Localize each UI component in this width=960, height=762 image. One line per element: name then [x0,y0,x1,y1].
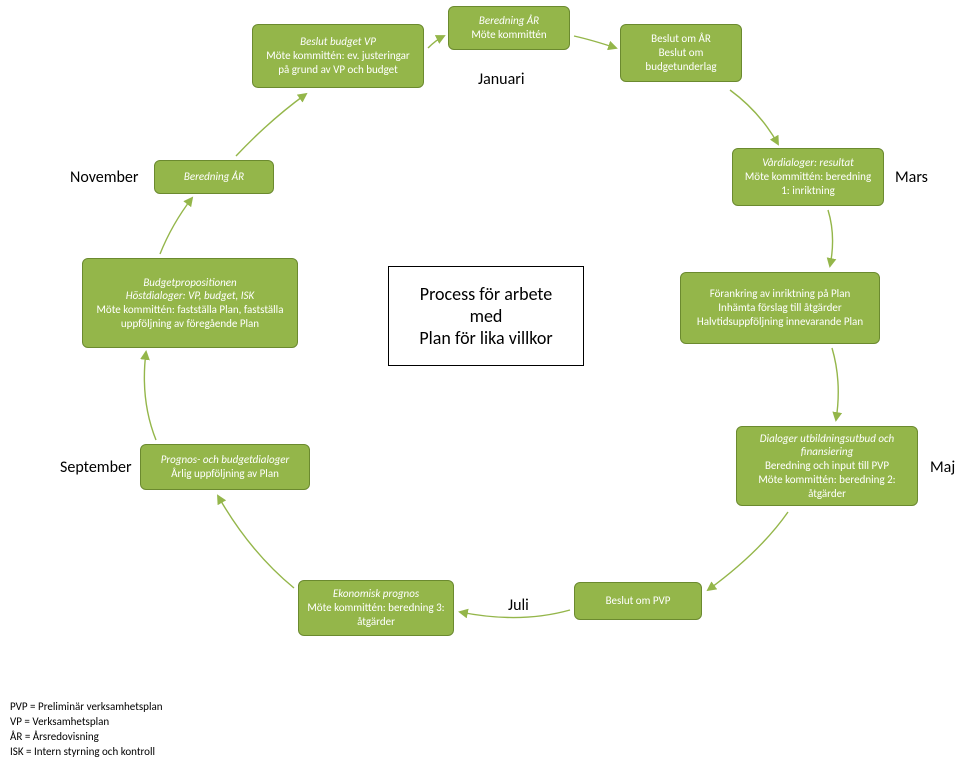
node-right-lower-l3: Möte kommittén: beredning 2: åtgärder [745,473,909,501]
node-left-lower: Prognos- och budgetdialoger Årlig uppföl… [140,444,310,490]
legend-l1: PVP = Preliminär verksamhetsplan [10,700,163,715]
node-right-mid-l3: Halvtidsuppföljning innevarande Plan [697,315,863,329]
node-right-lower-l1: Dialoger utbildningsutbud och finansieri… [745,432,909,460]
node-left-lower-l1: Prognos- och budgetdialoger [161,453,290,467]
node-bottom-mid: Ekonomisk prognos Möte kommittén: beredn… [298,580,454,636]
node-left-mid-l1: Budgetpropositionen [143,276,236,290]
node-right-upper-l2: Möte kommittén: beredning 1: inriktning [741,170,875,198]
node-left-mid: Budgetpropositionen Höstdialoger: VP, bu… [82,258,298,348]
cycle-arrows [0,0,960,762]
node-left-upper-l1: Beredning ÅR [184,170,244,184]
node-right-lower-l2: Beredning och input till PVP [765,459,889,473]
center-line2: med [470,305,503,327]
month-january: Januari [478,70,525,89]
node-right-upper: Vårdialoger: resultat Möte kommittén: be… [732,148,884,206]
node-top-right-l2: Beslut om budgetunderlag [629,46,733,74]
diagram-canvas: Process för arbete med Plan för lika vil… [0,0,960,762]
node-left-upper: Beredning ÅR [154,160,274,194]
node-top-left-l1: Beslut budget VP [300,35,376,49]
node-left-lower-l2: Årlig uppföljning av Plan [171,467,279,481]
node-left-mid-l3: Möte kommittén: fastställa Plan, faststä… [91,303,289,331]
node-right-lower: Dialoger utbildningsutbud och finansieri… [736,426,918,506]
month-mars: Mars [895,168,928,187]
month-juli: Juli [508,596,529,615]
node-top-mid: Beredning ÅR Möte kommittén [448,6,570,50]
node-right-mid-l2: Inhämta förslag till åtgärder [718,301,841,315]
node-left-mid-l2: Höstdialoger: VP, budget, ISK [126,289,254,303]
legend: PVP = Preliminär verksamhetsplan VP = Ve… [10,700,163,759]
node-right-upper-l1: Vårdialoger: resultat [762,156,854,170]
node-bottom-right-l1: Beslut om PVP [606,594,671,608]
node-bottom-mid-l1: Ekonomisk prognos [333,587,419,601]
month-september: September [60,458,132,477]
legend-l2: VP = Verksamhetsplan [10,715,163,730]
center-line1: Process för arbete [420,283,552,305]
node-top-left: Beslut budget VP Möte kommittén: ev. jus… [252,24,424,88]
node-right-mid-l1: Förankring av inriktning på Plan [710,287,851,301]
node-right-mid: Förankring av inriktning på Plan Inhämta… [680,272,880,344]
month-maj: Maj [930,458,955,477]
legend-l4: ISK = Intern styrning och kontroll [10,745,163,760]
month-november: November [70,168,138,187]
node-bottom-right: Beslut om PVP [574,582,702,620]
node-bottom-mid-l2: Möte kommittén: beredning 3: åtgärder [307,601,445,629]
legend-l3: ÅR = Årsredovisning [10,730,163,745]
node-top-mid-l2: Möte kommittén [471,28,546,42]
node-top-mid-l1: Beredning ÅR [479,14,539,28]
center-process-box: Process för arbete med Plan för lika vil… [388,266,584,366]
node-top-left-l2: Möte kommittén: ev. justeringar på grund… [261,49,415,77]
node-top-right: Beslut om ÅR Beslut om budgetunderlag [620,24,742,82]
node-top-right-l1: Beslut om ÅR [651,32,711,46]
center-line3: Plan för lika villkor [419,327,552,349]
